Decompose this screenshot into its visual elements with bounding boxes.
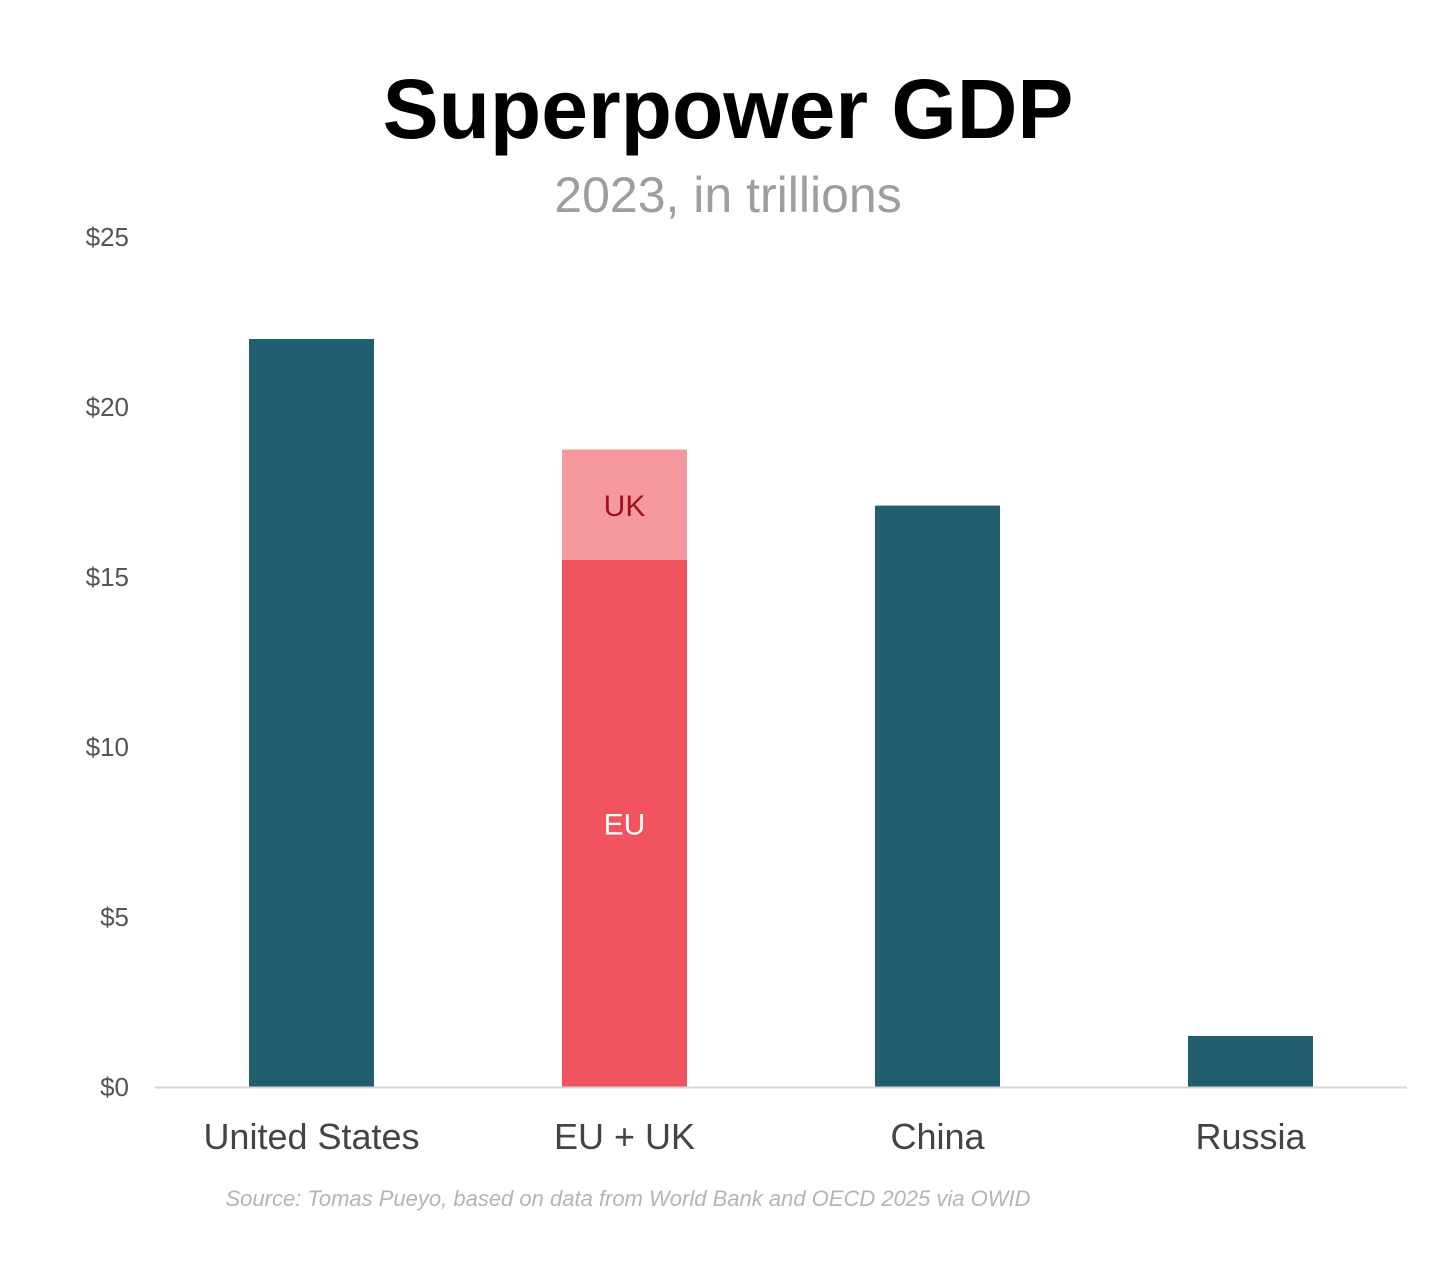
- source-note: Source: Tomas Pueyo, based on data from …: [225, 1186, 1030, 1211]
- bar-eu-uk-eu: [562, 560, 687, 1087]
- y-tick-label: $20: [86, 392, 129, 422]
- x-tick-label: China: [890, 1116, 985, 1157]
- y-axis: $0 $5 $10 $15 $20 $25: [86, 222, 129, 1102]
- x-axis: United States EU + UK China Russia: [203, 1116, 1306, 1157]
- x-tick-label: Russia: [1195, 1116, 1306, 1157]
- y-tick-label: $15: [86, 562, 129, 592]
- bar-china: [875, 505, 1000, 1088]
- bar-eu-uk-uk: [562, 449, 687, 560]
- bars: EU UK: [249, 339, 1313, 1088]
- segment-label-uk: UK: [604, 490, 646, 523]
- chart-title: Superpower GDP: [383, 62, 1074, 156]
- x-tick-label: EU + UK: [554, 1116, 695, 1157]
- y-tick-label: $0: [100, 1072, 129, 1102]
- x-tick-label: United States: [203, 1116, 419, 1157]
- y-tick-label: $10: [86, 732, 129, 762]
- y-tick-label: $25: [86, 222, 129, 252]
- bar-united-states: [249, 339, 374, 1087]
- segment-label-eu: EU: [604, 809, 646, 842]
- y-tick-label: $5: [100, 902, 129, 932]
- chart-subtitle: 2023, in trillions: [554, 167, 901, 223]
- bar-russia: [1188, 1036, 1313, 1087]
